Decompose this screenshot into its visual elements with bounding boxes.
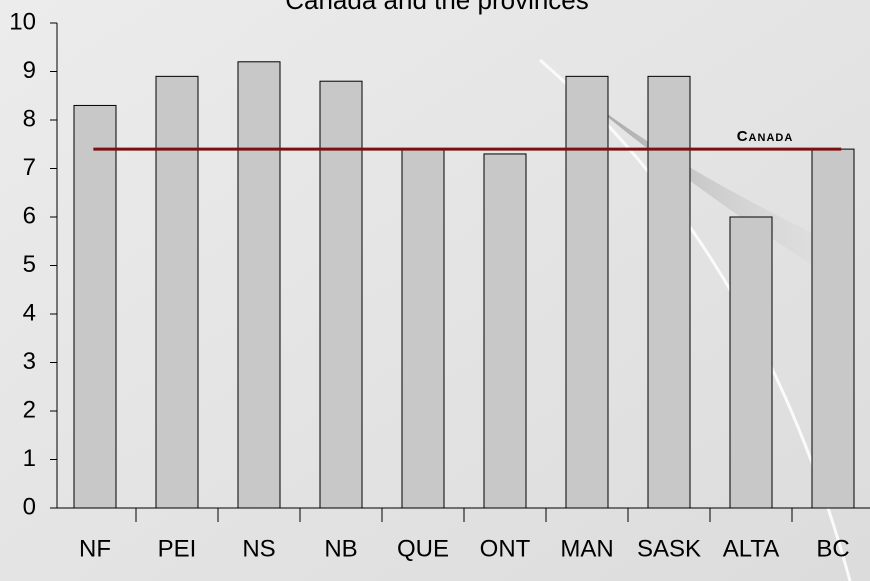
x-tick-label: ONT (480, 535, 531, 562)
reference-label: Canada (737, 128, 794, 145)
y-tick-label: 3 (23, 348, 36, 375)
bar (402, 149, 444, 508)
y-tick-label: 5 (23, 251, 36, 278)
chart: Canada and the provinces 0 1 2 3 4 5 6 7 8 9 10 NF P… (0, 0, 870, 581)
x-tick-label: ALTA (723, 535, 779, 562)
bar (566, 76, 608, 508)
x-tick-label: QUE (397, 535, 449, 562)
bar (74, 105, 116, 508)
bar (812, 149, 854, 508)
x-tick-label: NF (79, 535, 111, 562)
bar (730, 217, 772, 508)
bar (648, 76, 690, 508)
x-tick-label: PEI (158, 535, 197, 562)
x-tick-label: MAN (560, 535, 613, 562)
x-tick-label: SASK (637, 535, 701, 562)
y-tick-label: 8 (23, 105, 36, 132)
y-tick-label: 7 (23, 154, 36, 181)
x-tick-label: NS (242, 535, 275, 562)
y-tick-label: 2 (23, 396, 36, 423)
page: Canada and the provinces 0 1 2 3 4 5 6 7 8 9 10 NF P… (0, 0, 870, 581)
bar (320, 81, 362, 508)
bar (238, 62, 280, 508)
y-tick-label: 6 (23, 202, 36, 229)
y-tick-label: 4 (23, 299, 36, 326)
y-tick-label: 9 (23, 57, 36, 84)
bar (484, 154, 526, 508)
x-tick-label: NB (324, 535, 357, 562)
x-tick-label: BC (816, 535, 849, 562)
y-tick-label: 0 (23, 493, 36, 520)
y-tick-label: 10 (9, 8, 36, 35)
chart-title: Canada and the provinces (285, 0, 589, 15)
bar (156, 76, 198, 508)
y-tick-label: 1 (23, 445, 36, 472)
